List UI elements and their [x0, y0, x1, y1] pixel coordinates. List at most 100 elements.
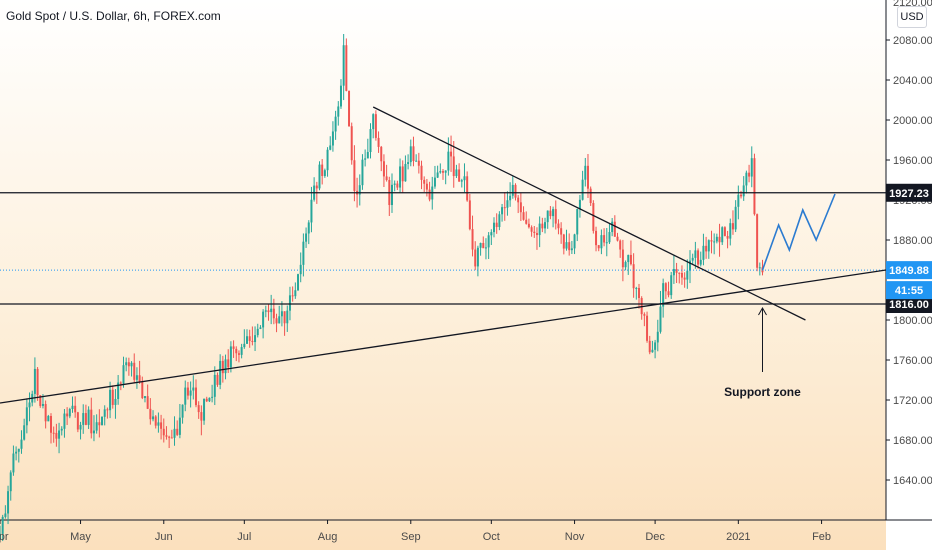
candle-body — [756, 214, 759, 268]
candle-body — [256, 328, 259, 336]
candle-body — [297, 274, 300, 291]
currency-button[interactable]: USD — [897, 6, 927, 28]
candle-body — [345, 45, 348, 91]
candle-body — [667, 291, 670, 296]
candle-body — [742, 185, 745, 197]
candle-body — [63, 413, 66, 429]
x-tick-label: Sep — [401, 531, 421, 543]
candle-body — [715, 236, 718, 242]
candle-body — [84, 413, 87, 425]
trendline — [372, 106, 806, 321]
candle-body — [55, 432, 58, 439]
candle-body — [570, 248, 573, 251]
candle-body — [189, 390, 192, 396]
candle-body — [194, 387, 197, 406]
candle-body — [176, 428, 179, 435]
candle-body — [527, 223, 530, 228]
candle-body — [334, 116, 337, 132]
candle-body — [240, 347, 243, 355]
candle-body — [321, 164, 324, 177]
candle-body — [533, 231, 536, 233]
candle-body — [79, 424, 82, 430]
candle-body — [758, 267, 761, 269]
candle-body — [562, 234, 565, 249]
candle-body — [133, 362, 136, 380]
trendline — [0, 269, 887, 404]
candle-body — [92, 430, 95, 434]
candle-body — [627, 254, 630, 263]
candle-body — [519, 202, 522, 213]
candle-body — [399, 166, 402, 188]
candle-body — [718, 236, 721, 243]
candle-body — [390, 184, 393, 206]
candle-body — [280, 311, 283, 317]
candle-body — [737, 194, 740, 207]
candle-body — [501, 207, 504, 215]
candle-body — [138, 375, 141, 382]
candle-body — [490, 232, 493, 236]
candle-body — [323, 170, 326, 177]
candle-body — [428, 189, 431, 200]
y-tick-label: 1720.00 — [893, 395, 932, 407]
candle-body — [87, 409, 90, 425]
candle-body — [632, 264, 635, 289]
y-tick-label: 2040.00 — [893, 75, 932, 87]
candle-body — [385, 176, 388, 181]
candle-body — [152, 416, 155, 420]
candle-body — [420, 165, 423, 180]
candle-body — [310, 199, 313, 223]
candle-body — [643, 314, 646, 316]
candle-body — [603, 235, 606, 243]
candle-body — [315, 185, 318, 189]
candle-body — [184, 387, 187, 405]
candle-body — [299, 264, 302, 275]
candle-body — [283, 311, 286, 324]
candle-body — [208, 397, 211, 402]
candle-body — [595, 230, 598, 246]
candle-body — [251, 340, 254, 343]
candle-body — [565, 242, 568, 249]
candle-body — [506, 200, 509, 208]
candle-body — [525, 219, 528, 224]
candle-body — [141, 381, 144, 399]
candle-body — [586, 165, 589, 189]
candle-body — [707, 240, 710, 252]
candle-body — [557, 223, 560, 229]
candle-body — [702, 245, 705, 260]
candle-body — [404, 164, 407, 182]
candle-body — [68, 409, 71, 417]
candle-body — [380, 146, 383, 162]
candle-body — [517, 197, 520, 203]
price-badge-label: 1849.88 — [889, 265, 929, 277]
candle-body — [232, 346, 235, 349]
candle-body — [731, 223, 734, 230]
candle-body — [109, 389, 112, 411]
candle-body — [318, 164, 321, 189]
candle-body — [254, 335, 257, 343]
chart-overlays: Support zone — [0, 106, 887, 404]
candle-body — [444, 170, 447, 173]
candle-body — [307, 222, 310, 234]
candle-body — [670, 275, 673, 296]
candle-body — [168, 436, 171, 438]
countdown-badge — [886, 281, 932, 300]
y-tick-label: 1640.00 — [893, 475, 932, 487]
candle-body — [339, 85, 342, 107]
candle-body — [646, 315, 649, 341]
candle-body — [350, 126, 353, 161]
price-badge-label: 1816.00 — [889, 299, 929, 311]
candle-body — [637, 287, 640, 299]
x-tick-label: Jun — [155, 531, 173, 543]
candle-body — [146, 396, 149, 409]
candle-body — [192, 387, 195, 391]
candle-body — [337, 106, 340, 117]
candle-body — [554, 209, 557, 224]
candle-body — [447, 151, 450, 171]
candle-body — [229, 346, 232, 368]
candle-body — [750, 158, 753, 177]
candle-body — [474, 249, 477, 267]
candle-body — [348, 90, 351, 127]
